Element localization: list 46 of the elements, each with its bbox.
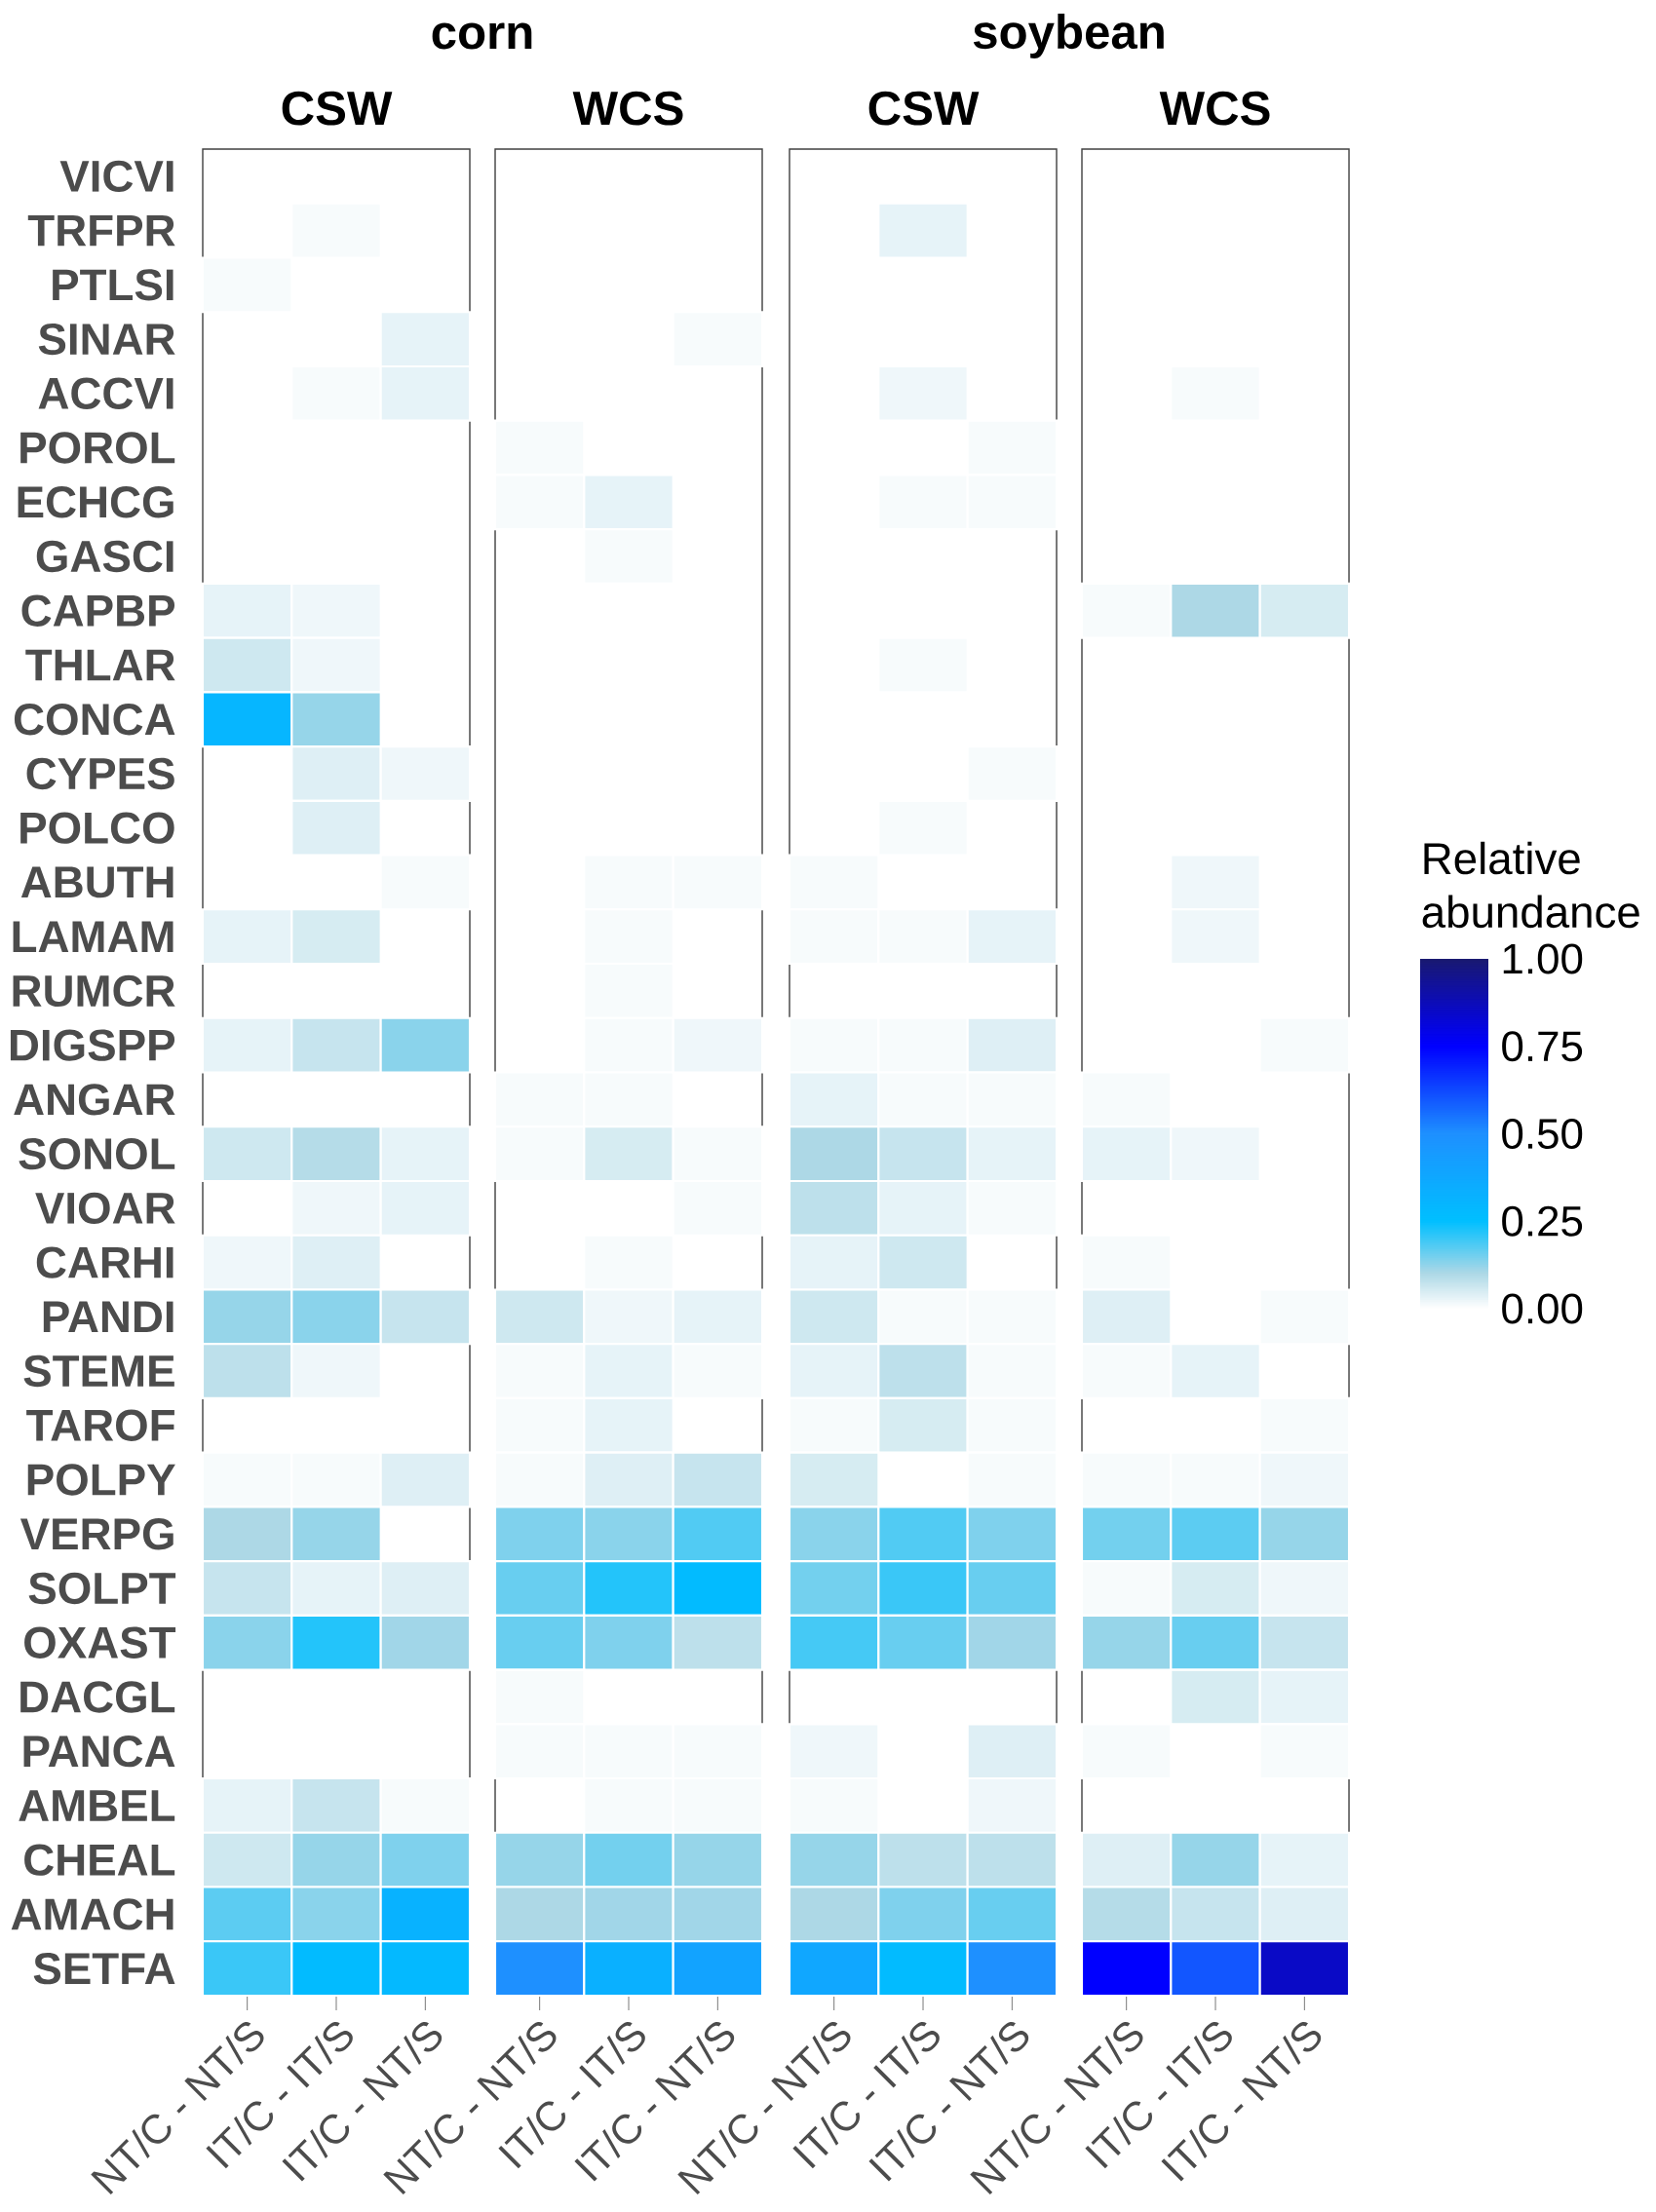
y-tick-label: ABUTH (20, 866, 173, 898)
color-bar-label: 0.50 (1502, 1118, 1583, 1150)
color-bar-label: 0.25 (1502, 1205, 1583, 1237)
y-tick-label: PANDI (43, 1301, 173, 1333)
color-bar-label: 0.00 (1502, 1293, 1583, 1324)
text: WCS (1159, 91, 1270, 126)
y-tick-label: POLCO (20, 812, 174, 844)
y-tick-label: SOLPT (28, 1572, 176, 1605)
y-tick-label: DACGL (20, 1681, 175, 1713)
y-tick-label: CONCA (14, 704, 175, 736)
y-tick-label: TAROF (26, 1409, 174, 1441)
text: WCS (572, 91, 683, 126)
y-tick-label: RUMCR (13, 974, 175, 1008)
color-bar-label: 1.00 (1503, 943, 1583, 974)
y-tick-label: CAPBP (21, 594, 175, 627)
y-tick-label: PANCA (23, 1735, 175, 1768)
y-tick-label: ANGAR (14, 1084, 175, 1116)
y-tick-label: AMACH (11, 1898, 173, 1930)
text: CSW (868, 91, 980, 126)
y-tick-label: PTLSI (53, 269, 173, 301)
text: CSW (282, 91, 393, 126)
y-tick-label: POLPY (27, 1464, 175, 1496)
y-tick-label: DIGSPP (10, 1029, 175, 1061)
y-tick-label: SINAR (38, 323, 175, 356)
text: corn (432, 22, 532, 50)
y-tick-label: SETFA (33, 1952, 175, 1985)
color-bar-label: 0.75 (1502, 1031, 1583, 1062)
y-tick-label: SONOL (19, 1137, 175, 1170)
y-tick-label: LAMAM (13, 921, 173, 952)
y-tick-label: ECHCG (18, 486, 173, 518)
y-tick-label: CARHI (36, 1246, 173, 1278)
text: soybean (973, 14, 1164, 58)
y-tick-label: AMBEL (19, 1790, 175, 1821)
y-tick-label: VERPG (19, 1518, 173, 1550)
y-tick-label: CYPES (26, 757, 174, 790)
y-tick-label: OXAST (24, 1626, 176, 1659)
y-tick-label: GASCI (36, 540, 173, 573)
y-tick-label: POROL (20, 432, 175, 464)
y-tick-label: ACCVI (38, 377, 173, 409)
y-tick-label: VICVI (59, 160, 173, 193)
y-tick-label: THLAR (25, 649, 175, 681)
y-tick-label: CHEAL (24, 1844, 175, 1876)
y-tick-label: VIOAR (35, 1192, 175, 1225)
color-bar-title: Relative abundance (1422, 841, 1639, 929)
y-tick-label: STEME (23, 1354, 174, 1388)
y-tick-label: TRFPR (27, 214, 175, 247)
